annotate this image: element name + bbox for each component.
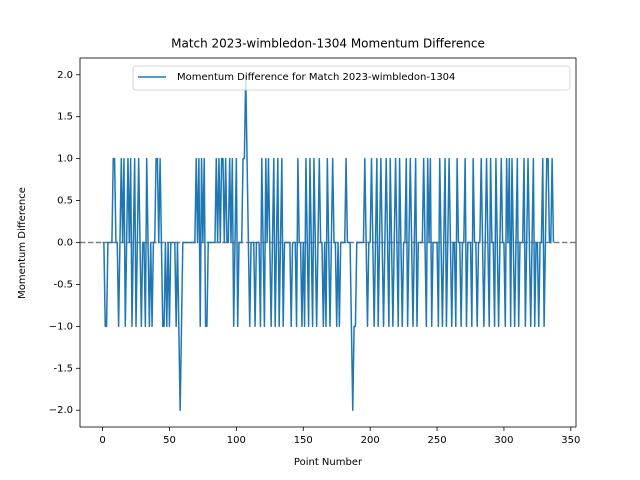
data-line — [102, 74, 555, 411]
x-tick-label: 250 — [428, 435, 447, 446]
y-tick-label: 0.0 — [57, 238, 73, 249]
legend-box — [132, 65, 571, 91]
x-tick-label: 300 — [494, 435, 513, 446]
x-tick-label: 350 — [561, 435, 580, 446]
y-tick-label: -1.5 — [53, 363, 73, 374]
y-axis-label: Momentum Difference — [17, 187, 28, 299]
y-tick-label: 0.5 — [57, 196, 73, 207]
plot-frame — [79, 57, 577, 428]
x-tick-label: 150 — [294, 435, 313, 446]
x-tick-label: 100 — [227, 435, 246, 446]
x-tick-label: 50 — [163, 435, 176, 446]
y-tick-label: 1.5 — [57, 112, 73, 123]
x-tick-label: 200 — [361, 435, 380, 446]
y-tick-label: 2.0 — [57, 70, 73, 81]
y-tick-label: 1.0 — [57, 154, 73, 165]
y-tick-label: −2.0 — [49, 405, 73, 416]
y-tick-label: −1.0 — [49, 321, 73, 332]
x-axis-label: Point Number — [294, 457, 363, 468]
chart-title: Match 2023-wimbledon-1304 Momentum Diffe… — [171, 37, 485, 51]
legend-label: Momentum Difference for Match 2023-wimbl… — [177, 72, 455, 83]
y-tick-label: -0.5 — [53, 279, 73, 290]
x-tick-label: 0 — [99, 435, 105, 446]
